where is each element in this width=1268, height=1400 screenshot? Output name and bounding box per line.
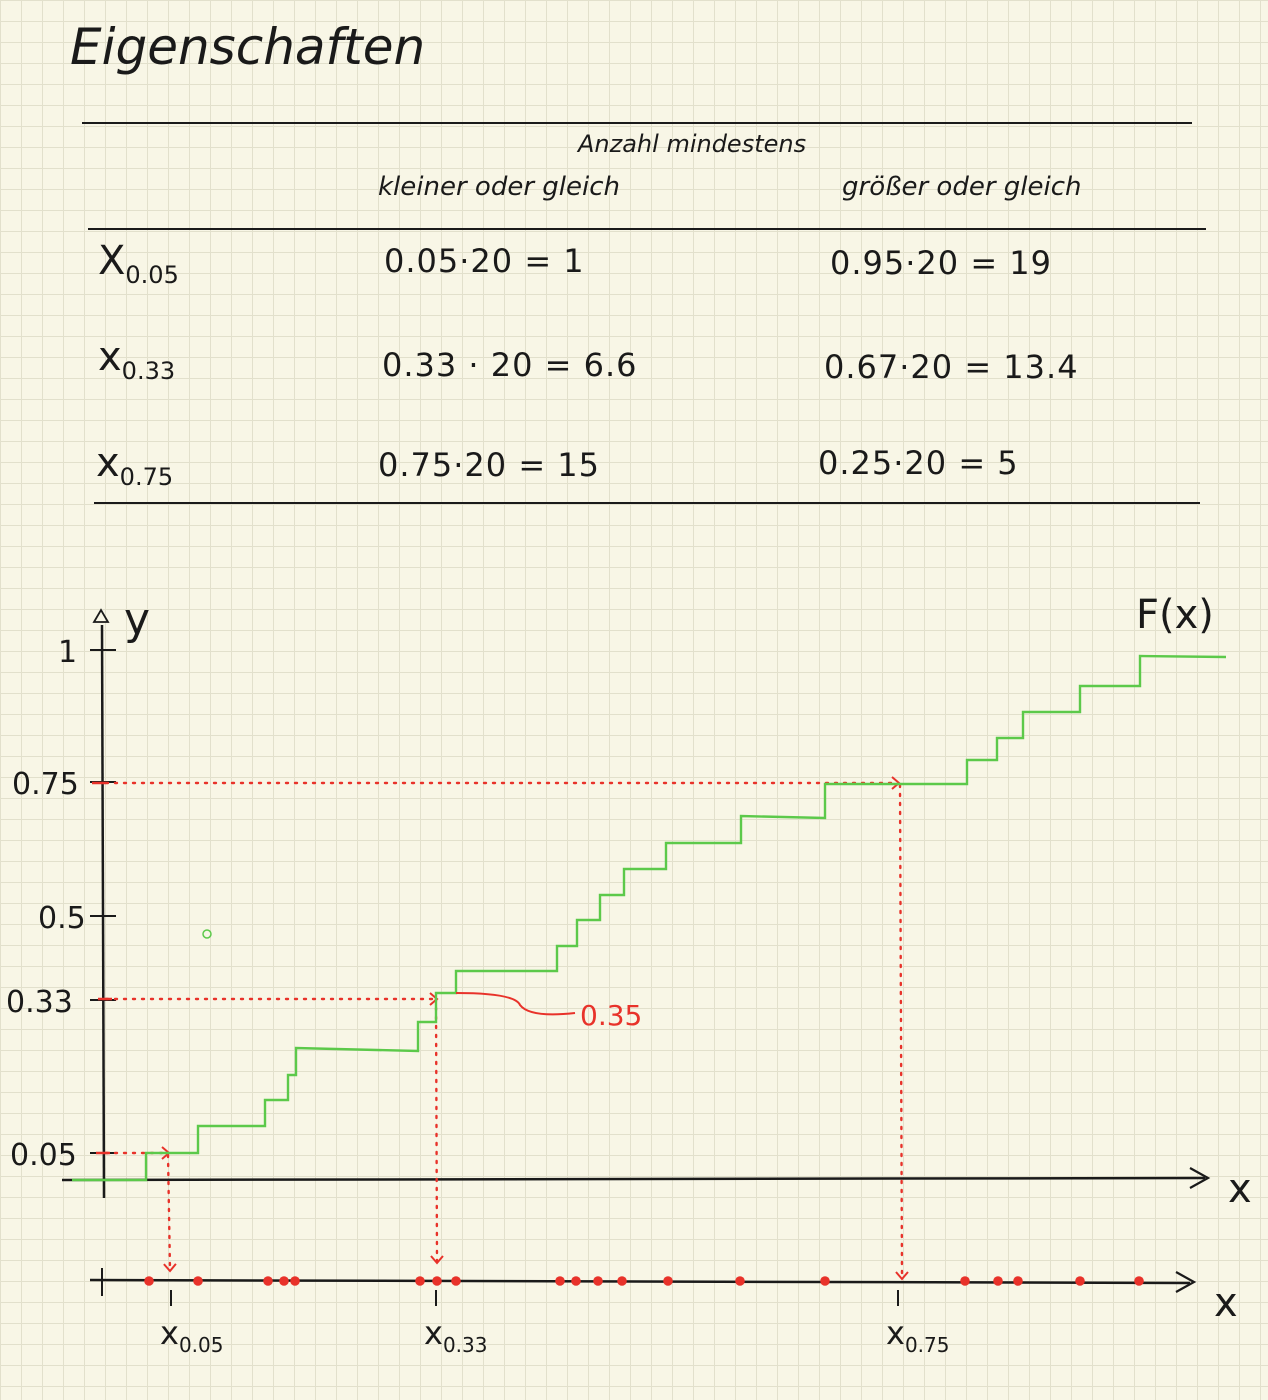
sample-point	[571, 1276, 581, 1286]
cell-x005-le: 0.05·20 = 1	[384, 242, 585, 280]
cell-x005-ge: 0.95·20 = 19	[830, 244, 1053, 282]
row-label-x033: x0.33	[98, 334, 176, 385]
sample-point	[193, 1276, 203, 1286]
quantile-label: x0.75	[886, 1314, 949, 1357]
function-label: F(x)	[1136, 592, 1214, 638]
sample-point	[555, 1276, 565, 1286]
sample-point	[663, 1276, 673, 1286]
table-group-header: Anzahl mindestens	[578, 130, 807, 158]
sample-point	[263, 1276, 273, 1286]
y-tick-label: 1	[58, 635, 77, 670]
table-bottom-rule	[94, 502, 1200, 504]
step-function	[72, 654, 1227, 1182]
number-line-label: x	[1214, 1280, 1238, 1326]
sample-point	[279, 1276, 289, 1286]
sample-point	[993, 1276, 1003, 1286]
y-tick-label: 0.5	[38, 901, 86, 936]
y-tick-label: 0.33	[6, 985, 73, 1020]
col-header-le: kleiner oder gleich	[378, 172, 621, 202]
sample-point	[290, 1276, 300, 1286]
table-top-rule	[82, 122, 1192, 124]
y-axis-arrowhead	[92, 608, 110, 623]
sample-point	[144, 1276, 154, 1286]
quantile-label: x0.05	[160, 1314, 223, 1357]
quantile-guides	[92, 776, 909, 1281]
sample-points	[144, 1276, 1144, 1286]
quantile-guide	[163, 1153, 177, 1273]
table-header-rule	[88, 228, 1206, 230]
quantile-guide	[895, 783, 909, 1281]
quantile-labels: x0.05 x0.33 x0.75	[160, 1290, 949, 1357]
y-axis	[100, 624, 106, 1199]
axes	[61, 608, 1211, 1296]
sample-point	[820, 1276, 830, 1286]
cell-x033-le: 0.33 · 20 = 6.6	[382, 346, 638, 384]
number-line	[89, 1278, 1191, 1285]
y-tick-label: 0.75	[12, 767, 79, 802]
cell-x075-le: 0.75·20 = 15	[378, 446, 601, 484]
sample-point	[1013, 1276, 1023, 1286]
x-axis-label: x	[1228, 1166, 1252, 1212]
sample-point	[593, 1276, 603, 1286]
ecdf-step-line	[72, 654, 1227, 1182]
sample-point	[735, 1276, 745, 1286]
stray-dot	[202, 929, 212, 939]
cell-x075-ge: 0.25·20 = 5	[818, 444, 1019, 482]
annotation-label: 0.35	[580, 999, 642, 1032]
sample-point	[1075, 1276, 1085, 1286]
sample-point	[617, 1276, 627, 1286]
row-label-x005: X0.05	[98, 238, 179, 289]
annotation-leader	[455, 992, 576, 1016]
y-axis-label: y	[124, 594, 150, 645]
sample-point	[1134, 1276, 1144, 1286]
page-title: Eigenschaften	[70, 18, 426, 76]
row-label-x075: x0.75	[96, 440, 174, 491]
col-header-ge: größer oder gleich	[842, 172, 1082, 202]
sample-point	[960, 1276, 970, 1286]
cell-x033-ge: 0.67·20 = 13.4	[824, 348, 1079, 386]
quantile-guide	[430, 997, 444, 1265]
sample-point	[451, 1276, 461, 1286]
sample-point	[432, 1276, 442, 1286]
y-tick-label: 0.05	[10, 1138, 77, 1173]
y-ticks: 1 0.75 0.5 0.33 0.05	[6, 635, 116, 1173]
x-axis-arrowhead	[1189, 1167, 1211, 1189]
x-axis	[61, 1176, 1206, 1182]
quantile-label: x0.33	[424, 1314, 487, 1357]
sample-point	[415, 1276, 425, 1286]
number-line-arrowhead	[1175, 1271, 1197, 1293]
